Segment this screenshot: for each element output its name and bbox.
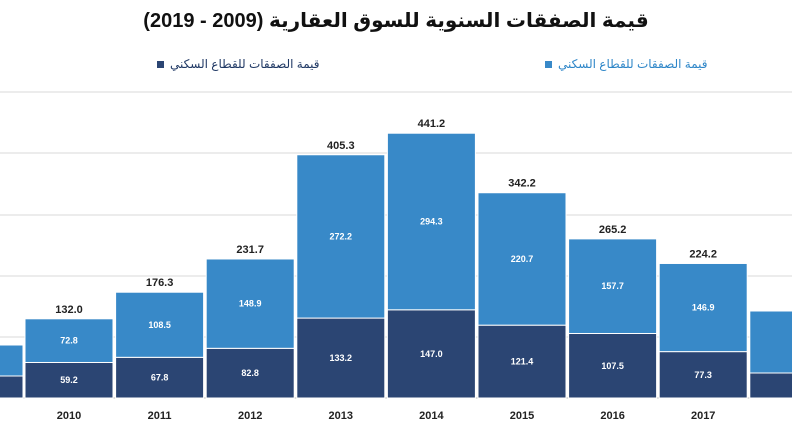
bar-partial-left-dark xyxy=(0,375,24,399)
total-label-2010: 132.0 xyxy=(55,304,83,316)
legend-swatch-dark xyxy=(157,60,164,68)
data-label-dark-2012: 82.8 xyxy=(241,368,259,378)
bar-light-2010 xyxy=(24,318,114,363)
bar-light-2016 xyxy=(568,238,658,335)
legend-label-dark: قيمة الصفقات للقطاع السكني xyxy=(170,57,320,71)
data-label-dark-2017: 77.3 xyxy=(694,370,712,380)
x-tick-label-2016: 2016 xyxy=(600,410,624,422)
legend-item-light: قيمة الصفقات للقطاع السكني xyxy=(545,57,708,71)
total-label-2012: 231.7 xyxy=(236,244,264,256)
data-label-dark-2014: 147.0 xyxy=(420,349,443,359)
legend-label-light: قيمة الصفقات للقطاع السكني xyxy=(558,57,708,71)
data-label-light-2010: 72.8 xyxy=(60,336,78,346)
data-label-light-2013: 272.2 xyxy=(330,231,353,241)
total-label-2011: 176.3 xyxy=(146,277,174,289)
bar-dark-2017 xyxy=(658,351,748,399)
x-tick-label-2012: 2012 xyxy=(238,410,262,422)
x-tick-label-2013: 2013 xyxy=(329,410,353,422)
data-label-dark-2013: 133.2 xyxy=(330,353,353,363)
data-label-light-2015: 220.7 xyxy=(511,254,534,264)
bar-light-2013 xyxy=(296,154,386,319)
legend-swatch-light xyxy=(545,60,552,68)
data-label-dark-2010: 59.2 xyxy=(60,375,78,385)
bar-dark-2014 xyxy=(386,309,476,399)
legend-item-dark: قيمة الصفقات للقطاع السكني xyxy=(157,57,320,71)
bar-light-2015 xyxy=(477,192,567,326)
x-tick-label-2011: 2011 xyxy=(148,410,172,422)
total-label-2017: 224.2 xyxy=(689,248,717,260)
data-label-light-2017: 146.9 xyxy=(692,303,715,313)
x-tick-label-2010: 2010 xyxy=(57,410,81,422)
total-label-2015: 342.2 xyxy=(508,178,536,190)
bar-partial-left-light xyxy=(0,344,24,377)
bar-dark-2016 xyxy=(568,333,658,399)
bar-dark-2011 xyxy=(115,356,205,399)
bar-dark-2010 xyxy=(24,361,114,399)
x-tick-label-2015: 2015 xyxy=(510,410,534,422)
data-label-light-2014: 294.3 xyxy=(420,217,443,227)
bar-light-2011 xyxy=(115,291,205,358)
x-tick-label-2017: 2017 xyxy=(691,410,715,422)
total-label-2016: 265.2 xyxy=(599,224,627,236)
total-label-2013: 405.3 xyxy=(327,140,355,152)
data-label-dark-2015: 121.4 xyxy=(511,357,534,367)
data-label-dark-2011: 67.8 xyxy=(151,373,169,383)
data-label-light-2016: 157.7 xyxy=(601,281,624,291)
bar-partial-right-dark xyxy=(749,372,792,399)
data-label-dark-2016: 107.5 xyxy=(601,361,624,371)
bar-light-2014 xyxy=(386,132,476,311)
bar-light-2017 xyxy=(658,262,748,353)
bar-light-2012 xyxy=(205,258,295,349)
bar-partial-right-light xyxy=(749,310,792,374)
x-tick-label-2014: 2014 xyxy=(419,410,444,422)
data-label-light-2011: 108.5 xyxy=(148,320,171,330)
bar-dark-2012 xyxy=(205,347,295,399)
total-label-2014: 441.2 xyxy=(418,118,446,130)
data-label-light-2012: 148.9 xyxy=(239,299,262,309)
chart-title: قيمة الصفقات السنوية للسوق العقارية (200… xyxy=(143,10,649,32)
